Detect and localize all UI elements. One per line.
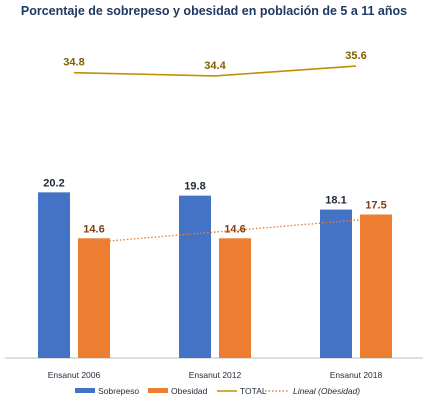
bar-obesidad [360,214,392,358]
bar-obesidad [78,238,110,358]
data-label-obesidad: 17.5 [365,200,386,212]
bar-sobrepeso [320,209,352,358]
x-tick-label: Ensanut 2018 [330,370,383,380]
legend-sobrepeso-swatch [75,388,95,393]
bar-obesidad [219,238,251,358]
plot-area: 20.2 14.6 Ensanut 2006 19.8 14.6 Ensanut 2012… [5,50,423,380]
data-label-obesidad: 14.6 [83,223,104,235]
legend-total-label: TOTAL [240,386,267,396]
x-tick-label: Ensanut 2006 [48,370,101,380]
total-line [73,65,357,77]
legend: Sobrepeso Obesidad TOTAL Lineal (Obesidad) [75,386,360,396]
trendline-obesidad [77,219,361,245]
legend-obesidad-swatch [148,388,168,393]
data-label-sobrepeso: 19.8 [184,181,205,193]
x-tick-label: Ensanut 2012 [189,370,242,380]
legend-sobrepeso-label: Sobrepeso [98,386,139,396]
data-label-sobrepeso: 18.1 [325,195,346,207]
chart-title: Porcentaje de sobrepeso y obesidad en po… [21,4,407,18]
legend-obesidad-label: Obesidad [171,386,208,396]
legend-lineal-obesidad-label: Lineal (Obesidad) [293,386,360,396]
data-label-obesidad: 14.6 [224,223,245,235]
data-label-total: 35.6 [345,50,366,62]
data-label-total: 34.8 [63,57,84,69]
bar-sobrepeso [179,195,211,358]
data-label-sobrepeso: 20.2 [43,177,64,189]
bar-sobrepeso [38,192,70,358]
data-label-total: 34.4 [204,60,226,72]
